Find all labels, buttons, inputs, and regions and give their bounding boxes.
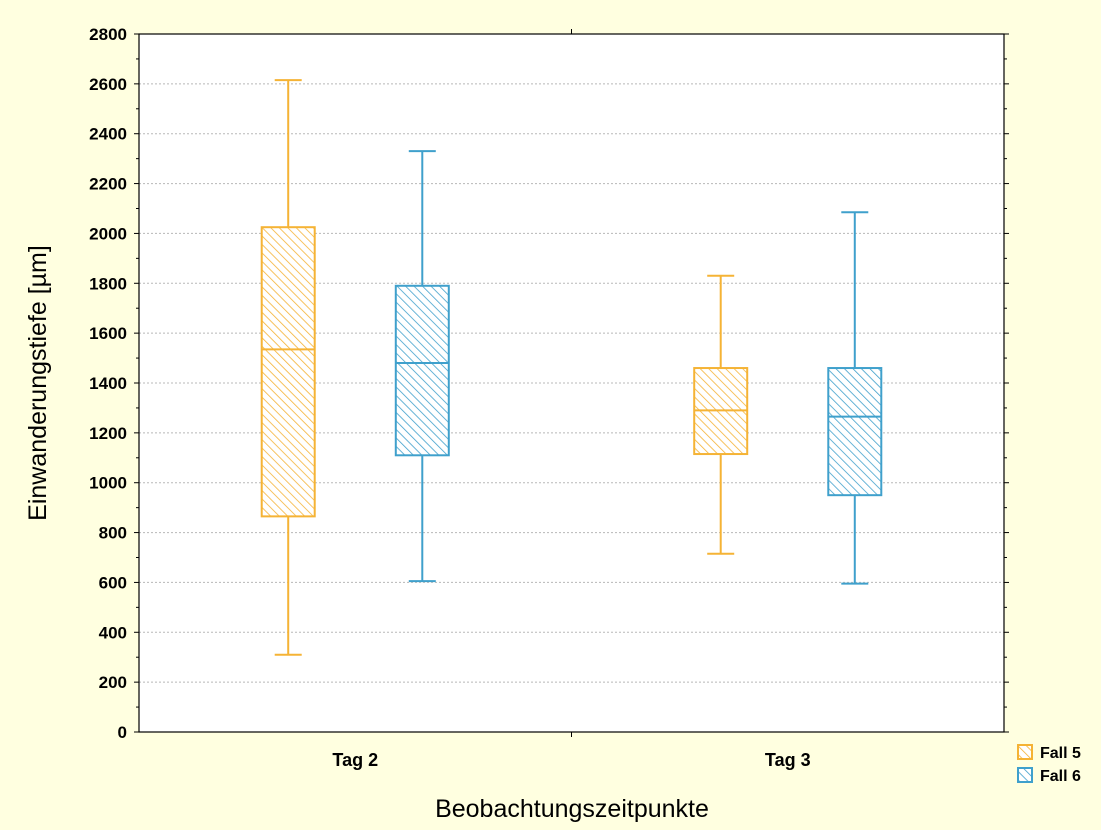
y-axis-title: Einwanderungstiefe [µm] [24,245,52,521]
axes: 0 200 400 600 800 1000 1200 1400 1600 1800 2000 220… [89,25,1009,770]
y-tick-label: 1800 [89,274,127,293]
y-tick-label: 1600 [89,324,127,343]
legend-label: Fall 5 [1040,745,1081,762]
legend-label: Fall 6 [1040,768,1081,785]
x-tick-label: Tag 3 [765,750,811,770]
legend: Fall 5 Fall 6 [1017,744,1081,785]
y-tick-label: 2200 [89,175,127,194]
y-tick-label: 2600 [89,75,127,94]
legend-swatch [1017,767,1033,783]
box-iqr [394,284,450,457]
y-tick-label: 2800 [89,25,127,44]
legend-item: Fall 6 [1017,767,1081,785]
y-tick-label: 2400 [89,125,127,144]
y-tick-label: 600 [99,573,127,592]
x-tick-label: Tag 2 [332,750,378,770]
y-tick-label: 1200 [89,424,127,443]
box-fall-5 [260,79,316,656]
box-fall-5 [693,274,749,555]
x-axis-title: Beobachtungszeitpunkte [435,795,709,823]
y-tick-label: 0 [118,723,127,742]
box-series [260,79,883,656]
y-tick-label: 800 [99,524,127,543]
box-fall-6 [827,211,883,585]
y-tick-label: 1400 [89,374,127,393]
box-fall-6 [394,150,450,583]
y-tick-label: 2000 [89,224,127,243]
y-tick-label: 400 [99,623,127,642]
legend-swatch [1017,744,1033,760]
y-tick-label: 1000 [89,474,127,493]
legend-item: Fall 5 [1017,744,1081,762]
box-iqr [827,367,883,497]
box-iqr [260,226,316,518]
y-tick-label: 200 [99,673,127,692]
